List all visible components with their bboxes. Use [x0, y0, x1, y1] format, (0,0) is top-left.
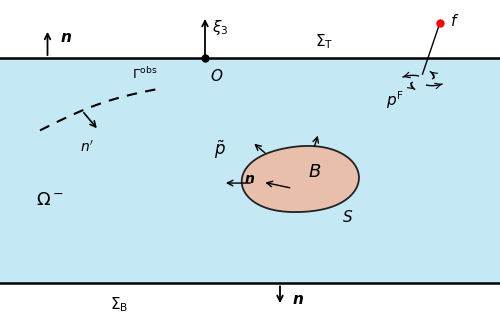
Bar [0, 283, 500, 322]
Text: $\xi_3$: $\xi_3$ [212, 18, 229, 37]
Text: $\boldsymbol{n}$: $\boldsymbol{n}$ [60, 30, 72, 44]
Text: $\Omega^-$: $\Omega^-$ [36, 191, 64, 209]
Bar [0, 0, 500, 58]
Text: $\boldsymbol{n'}$: $\boldsymbol{n'}$ [80, 140, 94, 155]
Text: $p^{\rm F}$: $p^{\rm F}$ [386, 89, 404, 111]
Bar [0, 58, 500, 283]
Text: $\tilde{p}$: $\tilde{p}$ [214, 138, 226, 161]
Text: $\Gamma^{\rm obs}$: $\Gamma^{\rm obs}$ [132, 66, 158, 82]
Text: $O$: $O$ [210, 68, 224, 84]
Text: $\Sigma_{\rm B}$: $\Sigma_{\rm B}$ [110, 295, 128, 314]
Text: $\boldsymbol{n}$: $\boldsymbol{n}$ [292, 292, 304, 307]
Text: $S$: $S$ [342, 209, 353, 225]
Text: $\Sigma_{\rm T}$: $\Sigma_{\rm T}$ [315, 33, 334, 51]
Text: $B$: $B$ [308, 163, 322, 181]
Polygon shape [242, 146, 359, 212]
Text: $\boldsymbol{n}$: $\boldsymbol{n}$ [244, 172, 255, 186]
Text: $f$: $f$ [450, 13, 460, 29]
